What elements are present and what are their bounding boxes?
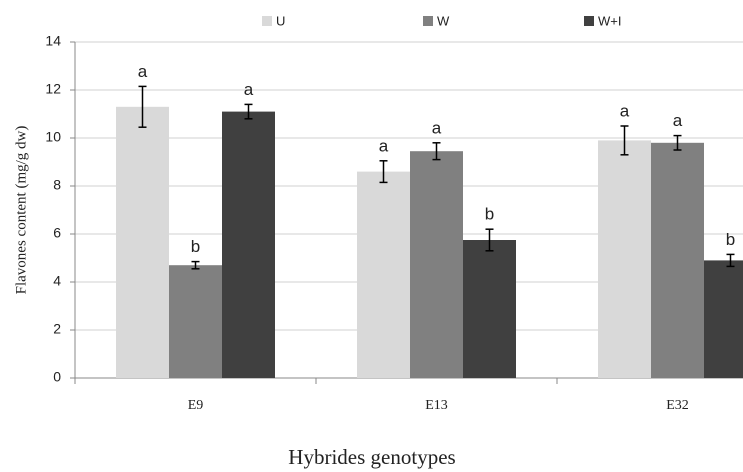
y-axis-label: Flavones content (mg/g dw) — [13, 126, 29, 295]
legend-label: W+I — [598, 13, 621, 28]
x-tick-label: E9 — [188, 398, 204, 413]
significance-letter: b — [485, 205, 494, 224]
y-tick-label: 8 — [53, 177, 61, 193]
legend-swatch — [262, 16, 272, 26]
bar — [169, 265, 222, 378]
x-axis-label: Hybrides genotypes — [288, 445, 455, 469]
significance-letter: a — [244, 80, 254, 99]
bar — [704, 260, 743, 378]
y-tick-label: 2 — [53, 321, 61, 337]
significance-letter: a — [620, 101, 630, 120]
bar — [116, 106, 169, 379]
bar — [357, 171, 410, 378]
significance-letter: a — [432, 118, 442, 137]
significance-letter: b — [726, 230, 735, 249]
significance-letter: a — [138, 62, 148, 81]
legend-label: U — [276, 13, 285, 28]
bar — [410, 151, 463, 378]
y-tick-label: 4 — [53, 273, 61, 289]
significance-letter: a — [379, 136, 389, 155]
bar — [598, 140, 651, 378]
significance-letter: b — [191, 237, 200, 256]
y-tick-label: 10 — [45, 129, 61, 145]
x-tick-label: E13 — [425, 398, 448, 413]
y-tick-label: 6 — [53, 225, 61, 241]
significance-letter: a — [673, 111, 683, 130]
bar — [651, 142, 704, 378]
bar — [222, 111, 275, 378]
y-tick-label: 14 — [45, 33, 61, 49]
y-tick-label: 12 — [45, 81, 61, 97]
legend-swatch — [584, 16, 594, 26]
bar — [463, 240, 516, 378]
x-tick-label: E32 — [666, 398, 689, 413]
legend-label: W — [437, 13, 450, 28]
y-tick-label: 0 — [53, 369, 61, 385]
legend-swatch — [423, 16, 433, 26]
